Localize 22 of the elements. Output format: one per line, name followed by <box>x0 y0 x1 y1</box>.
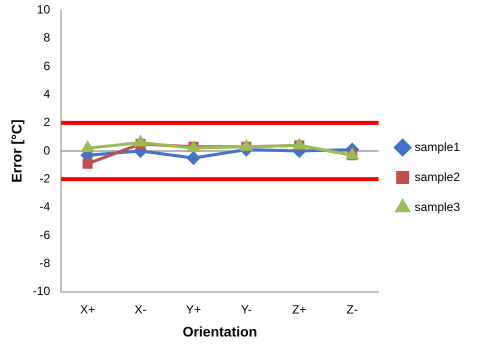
y-tick-label: 6 <box>43 58 50 73</box>
y-tick-label: 0 <box>43 143 50 158</box>
y-tick-label: 8 <box>43 30 50 45</box>
x-tick-label: Z- <box>346 302 358 316</box>
x-tick-label: Y- <box>240 302 252 316</box>
y-tick-label: -4 <box>39 200 50 214</box>
x-tick-label: Z+ <box>292 302 306 316</box>
x-axis-title: Orientation <box>182 323 258 340</box>
x-tick-label: Y+ <box>186 302 201 316</box>
y-tick-label: -10 <box>32 284 50 298</box>
x-tick-label: X+ <box>80 302 96 316</box>
y-tick-label: 2 <box>43 115 50 130</box>
x-tick-label: X- <box>134 302 147 316</box>
legend-label: sample1 <box>414 140 460 154</box>
y-tick-label: -8 <box>39 256 50 270</box>
y-tick-label: 4 <box>43 86 50 101</box>
legend-label: sample3 <box>414 200 460 214</box>
y-tick-label: 10 <box>36 2 50 17</box>
y-tick-label: -6 <box>39 228 50 242</box>
y-tick-label: -2 <box>39 171 50 186</box>
legend-label: sample2 <box>414 170 460 184</box>
y-axis-title: Error [°C] <box>8 119 24 183</box>
